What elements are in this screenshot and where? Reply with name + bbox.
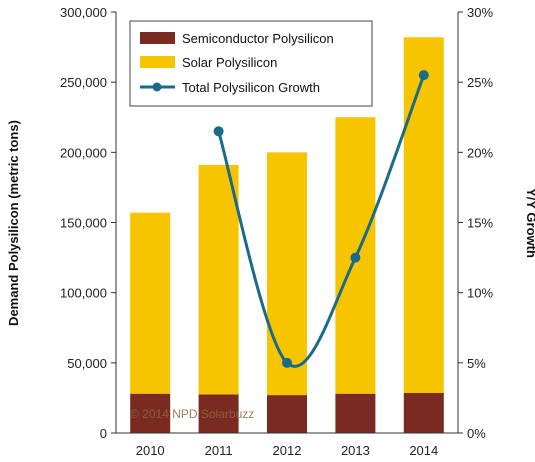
bars-layer: [130, 37, 444, 433]
bar-semiconductor-2012: [267, 395, 307, 433]
bar-semiconductor-2013: [335, 393, 376, 433]
x-tick-label: 2010: [136, 443, 165, 458]
y2-tick-label: 0%: [467, 426, 486, 441]
bar-semiconductor-2010: [130, 393, 171, 433]
y2-tick-label: 20%: [467, 145, 493, 160]
x-tick-label: 2011: [205, 443, 233, 458]
legend-label-growth: Total Polysilicon Growth: [182, 80, 320, 95]
legend-label-semiconductor: Semiconductor Polysilicon: [182, 31, 334, 46]
legend: Semiconductor Polysilicon Solar Polysili…: [129, 20, 373, 107]
y2-tick-label: 25%: [467, 75, 493, 90]
y-ticks-left: 0 50,000 100,000 150,000 200,000 250,000 300,0…: [60, 5, 116, 441]
y2-tick-label: 30%: [467, 5, 493, 20]
y-tick-label: 250,000: [60, 75, 107, 90]
bar-solar-2010: [130, 212, 171, 394]
y-axis-title: Demand Polysilicon (metric tons): [6, 120, 21, 326]
y2-tick-label: 5%: [467, 356, 486, 371]
x-tick-label: 2013: [341, 443, 370, 458]
growth-point-2012: [282, 357, 292, 368]
bar-semiconductor-2014: [403, 393, 444, 433]
bar-solar-2011: [198, 164, 239, 395]
bar-solar-2014: [403, 37, 444, 394]
y-tick-label: 150,000: [60, 216, 107, 231]
y-tick-label: 300,000: [60, 5, 107, 20]
y-tick-label: 0: [100, 426, 107, 441]
y2-tick-label: 10%: [467, 286, 493, 301]
y2-tick-label: 15%: [467, 216, 493, 231]
growth-point-2014: [418, 70, 429, 81]
x-tick-label: 2012: [273, 443, 302, 458]
growth-point-2011: [213, 126, 224, 137]
x-ticks: 2010 2011 2012 2013 2014: [136, 443, 439, 458]
y-tick-label: 50,000: [67, 356, 107, 371]
growth-point-2013: [350, 252, 361, 263]
y-ticks-right: 0% 5% 10% 15% 20% 25% 30%: [458, 5, 493, 441]
bar-solar-2012: [267, 152, 307, 396]
bar-semiconductor-2011: [198, 394, 239, 433]
legend-label-solar: Solar Polysilicon: [182, 55, 277, 70]
y2-axis-title: Y/Y Growth: [524, 188, 535, 258]
legend-swatch-semiconductor: [140, 32, 175, 44]
growth-line-layer: [213, 70, 429, 368]
x-tick-label: 2014: [409, 443, 438, 458]
watermark-text: © 2014 NPD Solarbuzz: [130, 407, 254, 421]
y-tick-label: 100,000: [60, 286, 107, 301]
legend-marker-growth: [152, 82, 162, 92]
legend-swatch-solar: [140, 56, 175, 68]
growth-line: [217, 74, 426, 368]
y-tick-label: 200,000: [60, 145, 107, 160]
